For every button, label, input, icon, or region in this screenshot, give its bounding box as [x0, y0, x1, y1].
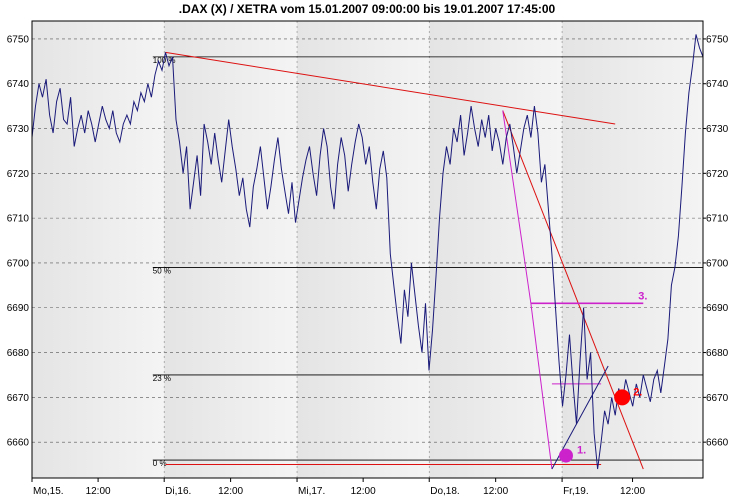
marker-label: 2.: [633, 386, 642, 398]
day-band: [562, 21, 703, 478]
y-tick-label-right: 6740: [706, 79, 729, 90]
y-tick-label-left: 6680: [7, 348, 30, 359]
marker-label: 3.: [638, 290, 647, 302]
fib-levels: 100 %50 %23 %0 %: [152, 56, 703, 468]
y-tick-label-left: 6700: [7, 258, 30, 269]
y-tick-label-right: 6660: [706, 438, 729, 449]
day-band: [164, 21, 298, 478]
x-tick-label: Fr,19.: [563, 486, 589, 497]
steep-trend-line: [502, 110, 644, 470]
x-tick-label: 12:00: [351, 486, 376, 497]
y-tick-label-left: 6670: [7, 393, 30, 404]
grid-lines: [32, 21, 703, 478]
y-tick-label-right: 6690: [706, 303, 729, 314]
y-tick-label-left: 6710: [7, 214, 30, 225]
x-tick-label: Di,16.: [165, 486, 191, 497]
signal-markers: 1. 2. 3.: [558, 290, 647, 463]
x-tick-label: Do,18.: [430, 486, 459, 497]
y-tick-label-right: 6710: [706, 214, 729, 225]
y-tick-label-left: 6740: [7, 79, 30, 90]
fib-drop-line: [530, 303, 553, 470]
y-axis: 6660 6660 6670 6670 6680 6680 6690 6690 6700 6700…: [7, 34, 729, 448]
y-tick-label-right: 6700: [706, 258, 729, 269]
fib-label: 50 %: [153, 266, 171, 275]
day-bands: [32, 21, 703, 478]
chart-title: .DAX (X) / XETRA vom 15.01.2007 09:00:00…: [179, 2, 556, 16]
y-tick-label-left: 6750: [7, 34, 30, 45]
fib-label: 23 %: [153, 374, 171, 383]
y-tick-label-right: 6730: [706, 124, 729, 135]
plot-frame: [31, 20, 704, 479]
marker-label: 1.: [577, 445, 586, 457]
y-tick-label-right: 6670: [706, 393, 729, 404]
price-line: [31, 34, 704, 470]
y-tick-label-left: 6660: [7, 438, 30, 449]
x-tick-label: 12:00: [483, 486, 508, 497]
y-tick-label-right: 6680: [706, 348, 729, 359]
y-tick-label-left: 6720: [7, 169, 30, 180]
upper-trend-line: [165, 51, 616, 125]
x-tick-label: 12:00: [620, 486, 645, 497]
trend-lines: [165, 51, 644, 470]
y-tick-label-left: 6730: [7, 124, 30, 135]
x-tick-label: Mi,17.: [298, 486, 325, 497]
day-band: [429, 21, 563, 478]
x-tick-label: 12:00: [218, 486, 243, 497]
marker-dot: [558, 448, 573, 463]
day-band: [32, 21, 165, 478]
y-tick-label-right: 6750: [706, 34, 729, 45]
x-tick-label: 12:00: [86, 486, 111, 497]
y-tick-label-left: 6690: [7, 303, 30, 314]
marker-dot: [614, 389, 631, 406]
fib-connector: [502, 110, 532, 304]
day-band: [297, 21, 430, 478]
x-axis: Mo,15. 12:00 Di,16. 12:00 Mi,17. 12:00 Do,18. 1…: [31, 478, 645, 497]
x-tick-label: Mo,15.: [33, 486, 64, 497]
fib-label: 0 %: [153, 459, 167, 468]
y-tick-label-right: 6720: [706, 169, 729, 180]
